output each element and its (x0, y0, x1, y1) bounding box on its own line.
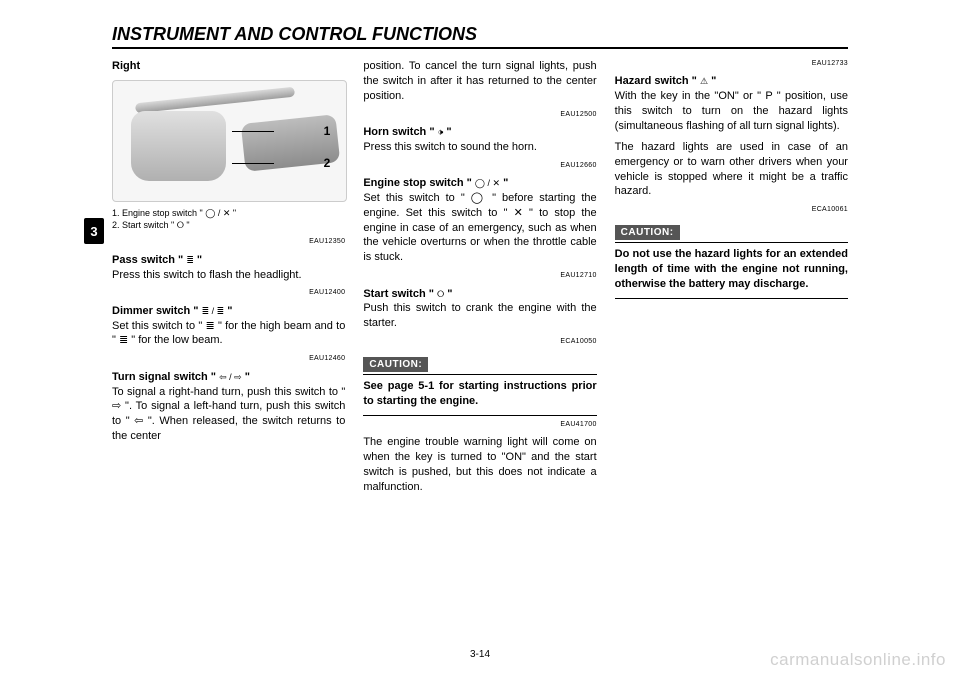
horn-switch-heading: Horn switch " (363, 126, 437, 138)
figure-caption-line-1: 1. Engine stop switch " ◯ / ✕ " (112, 208, 345, 220)
pass-switch-heading-end: " (194, 254, 202, 266)
pass-icon: ≣ (186, 254, 194, 266)
pass-switch-body: Press this switch to flash the headlight… (112, 269, 302, 281)
caution-label-1: CAUTION: (363, 357, 428, 373)
code-dimmer: EAU12400 (112, 288, 345, 297)
handlebar-figure: 1 2 (112, 80, 347, 202)
caution-code-2: ECA10061 (615, 205, 848, 214)
figure-leader-2 (232, 163, 274, 164)
start-switch-body: Push this switch to crank the engine wit… (363, 302, 596, 329)
caution-rule-1b (363, 415, 596, 416)
engine-stop-body: Set this switch to " ◯ " before starting… (363, 192, 596, 263)
right-heading: Right (112, 59, 345, 74)
turn-signal-body: To signal a right-hand turn, push this s… (112, 386, 345, 443)
figure-label-1: 1 (324, 123, 331, 139)
content-columns: Right 1 2 1. Engine stop switch " ◯ / ✕ … (112, 59, 848, 501)
caution-body-2: Do not use the hazard lights for an exte… (615, 247, 848, 292)
column-right: EAU12733 Hazard switch " ⚠ " With the ke… (615, 59, 848, 501)
column-middle: position. To cancel the turn signal ligh… (363, 59, 596, 501)
engine-stop-heading: Engine stop switch " (363, 177, 475, 189)
caution-code-1: ECA10050 (363, 337, 596, 346)
code-trouble: EAU41700 (363, 420, 596, 429)
code-stop: EAU12660 (363, 161, 596, 170)
horn-switch-heading-end: " (443, 126, 451, 138)
trouble-light-body: The engine trouble warning light will co… (363, 435, 596, 494)
turn-signal-heading-end: " (242, 371, 250, 383)
turn-signal-icon: ⇦ / ⇨ (219, 371, 242, 383)
column-left: Right 1 2 1. Engine stop switch " ◯ / ✕ … (112, 59, 345, 501)
dimmer-switch-body: Set this switch to " ≣ " for the high be… (112, 320, 345, 347)
page-title: INSTRUMENT AND CONTROL FUNCTIONS (112, 24, 848, 49)
dimmer-switch-section: Dimmer switch " ≣ / ≣ " Set this switch … (112, 304, 345, 349)
figure-caption-line-2: 2. Start switch " ⭘ " (112, 220, 345, 232)
figure-lever (135, 87, 295, 114)
caution-label-2: CAUTION: (615, 225, 680, 241)
manual-page: INSTRUMENT AND CONTROL FUNCTIONS 3 Right… (0, 0, 960, 678)
hazard-icon: ⚠ (700, 75, 708, 87)
code-start: EAU12710 (363, 271, 596, 280)
figure-switch-body (131, 111, 226, 181)
engine-stop-icon: ◯ / ✕ (475, 177, 500, 189)
hazard-body-2: The hazard lights are used in case of an… (615, 140, 848, 199)
turn-signal-heading: Turn signal switch " (112, 371, 219, 383)
start-switch-section: Start switch " ⭘ " Push this switch to c… (363, 287, 596, 332)
code-pass: EAU12350 (112, 237, 345, 246)
caution-body-1: See page 5-1 for starting instructions p… (363, 379, 596, 409)
pass-switch-heading: Pass switch " (112, 254, 186, 266)
horn-switch-section: Horn switch " 🕩 " Press this switch to s… (363, 125, 596, 155)
engine-stop-heading-end: " (500, 177, 508, 189)
dimmer-switch-heading: Dimmer switch " (112, 305, 202, 317)
hazard-switch-heading-end: " (708, 75, 716, 87)
code-hazard: EAU12733 (615, 59, 848, 68)
horn-switch-body: Press this switch to sound the horn. (363, 141, 537, 153)
engine-stop-section: Engine stop switch " ◯ / ✕ " Set this sw… (363, 176, 596, 265)
chapter-tab: 3 (84, 218, 104, 244)
figure-label-2: 2 (324, 155, 331, 171)
caution-rule-2 (615, 242, 848, 243)
hazard-switch-heading: Hazard switch " (615, 75, 700, 87)
figure-caption: 1. Engine stop switch " ◯ / ✕ " 2. Start… (112, 208, 345, 231)
dimmer-icon: ≣ / ≣ (202, 305, 225, 317)
start-switch-heading: Start switch " (363, 288, 437, 300)
caution-rule-1 (363, 374, 596, 375)
hazard-switch-section: Hazard switch " ⚠ " With the key in the … (615, 74, 848, 133)
caution-rule-2b (615, 298, 848, 299)
pass-switch-section: Pass switch " ≣ " Press this switch to f… (112, 253, 345, 283)
hazard-body-1: With the key in the "ON" or " P " positi… (615, 90, 848, 132)
figure-leader-1 (232, 131, 274, 132)
dimmer-switch-heading-end: " (224, 305, 232, 317)
turn-signal-section: Turn signal switch " ⇦ / ⇨ " To signal a… (112, 370, 345, 444)
code-horn: EAU12500 (363, 110, 596, 119)
turn-signal-continued: position. To cancel the turn signal ligh… (363, 59, 596, 104)
code-turn: EAU12460 (112, 354, 345, 363)
watermark: carmanualsonline.info (770, 650, 946, 670)
start-switch-heading-end: " (444, 288, 452, 300)
